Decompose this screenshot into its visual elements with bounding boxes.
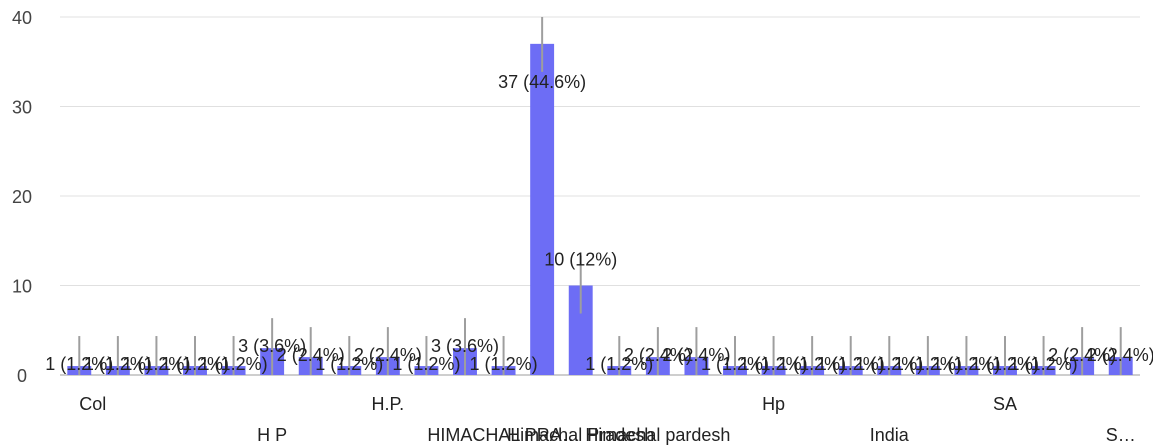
x-tick-label: H P xyxy=(257,425,287,445)
data-label: 2 (2.4%) xyxy=(277,345,345,365)
data-label: 1 (1.2%) xyxy=(585,354,653,374)
data-label: 2 (2.4%) xyxy=(354,345,422,365)
data-label: 3 (3.6%) xyxy=(238,336,306,356)
data-label: 1 (1.2%) xyxy=(1010,354,1078,374)
x-tick-label: Col xyxy=(79,394,106,414)
y-tick-label: 0 xyxy=(17,366,27,386)
x-tick-label: Himachal pardesh xyxy=(585,425,730,445)
x-tick-label: India xyxy=(870,425,910,445)
data-label: 1 (1.2%) xyxy=(701,354,769,374)
data-label: 1 (1.2%) xyxy=(122,354,190,374)
data-label: 1 (1.2%) xyxy=(84,354,152,374)
y-tick-label: 20 xyxy=(12,187,32,207)
x-tick-label: S… xyxy=(1106,425,1136,445)
data-label: 10 (12%) xyxy=(544,250,617,270)
data-label: 1 (1.2%) xyxy=(200,354,268,374)
y-tick-label: 30 xyxy=(12,98,32,118)
data-label: 1 (1.2%) xyxy=(971,354,1039,374)
data-labels: 1 (1.2%)1 (1.2%)1 (1.2%)1 (1.2%)1 (1.2%)… xyxy=(45,72,1153,374)
data-label: 3 (3.6%) xyxy=(431,336,499,356)
y-tick-label: 10 xyxy=(12,277,32,297)
data-label: 2 (2.4%) xyxy=(1048,345,1116,365)
data-label: 1 (1.2%) xyxy=(161,354,229,374)
data-label: 1 (1.2%) xyxy=(778,354,846,374)
x-tick-label: SA xyxy=(993,394,1017,414)
data-label: 2 (2.4%) xyxy=(1087,345,1153,365)
y-axis-ticks: 0 10 20 30 40 xyxy=(12,8,32,386)
bars xyxy=(67,17,1133,376)
data-label: 1 (1.2%) xyxy=(817,354,885,374)
data-label: 1 (1.2%) xyxy=(932,354,1000,374)
data-label: 1 (1.2%) xyxy=(855,354,923,374)
x-tick-label: Hp xyxy=(762,394,785,414)
x-tick-label: HIMACHAL PRA… xyxy=(427,425,579,445)
bar[interactable] xyxy=(530,43,555,375)
x-tick-label: H.P. xyxy=(372,394,405,414)
bar[interactable] xyxy=(568,285,593,376)
data-label: 1 (1.2%) xyxy=(740,354,808,374)
data-label: 1 (1.2%) xyxy=(470,354,538,374)
x-tick-label: Himachal Pradesh xyxy=(507,425,654,445)
data-label: 2 (2.4%) xyxy=(662,345,730,365)
data-label: 1 (1.2%) xyxy=(45,354,113,374)
data-label: 1 (1.2%) xyxy=(392,354,460,374)
data-label: 37 (44.6%) xyxy=(498,72,586,92)
data-label: 1 (1.2%) xyxy=(894,354,962,374)
data-label: 1 (1.2%) xyxy=(315,354,383,374)
data-label: 2 (2.4%) xyxy=(624,345,692,365)
y-tick-label: 40 xyxy=(12,8,32,28)
gridlines xyxy=(60,16,1140,376)
